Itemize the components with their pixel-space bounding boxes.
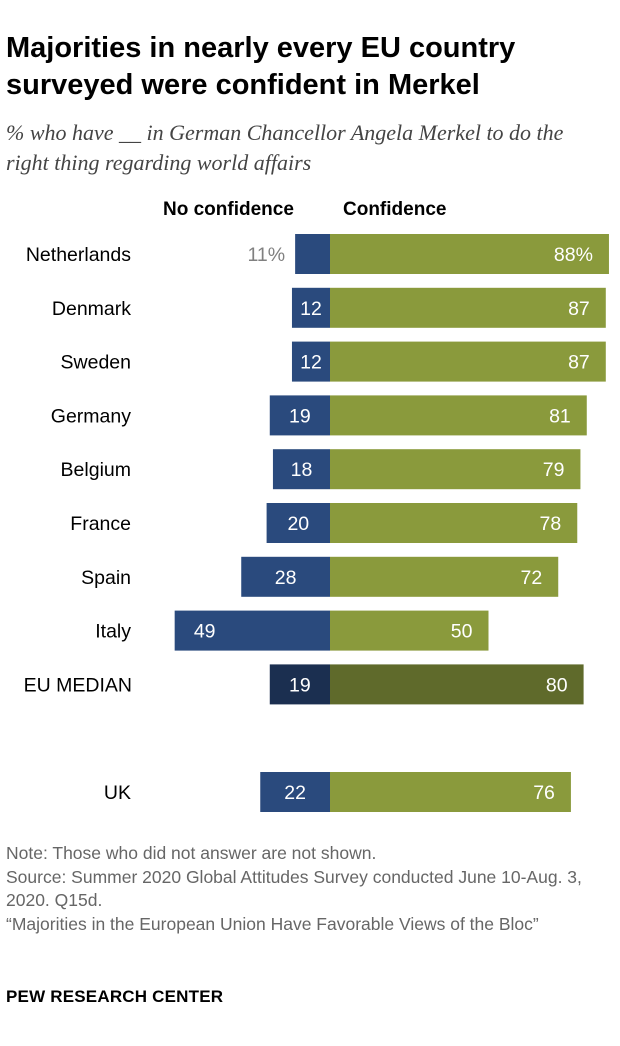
bar-confidence-eu-median [330,664,584,705]
bar-no-confidence-germany [269,395,330,436]
value-label-confidence-belgium: 79 [543,459,565,481]
category-label-sweden: Sweden [61,352,131,374]
bar-no-confidence-italy [174,610,330,651]
bar-confidence-spain [330,556,559,597]
category-label-france: France [70,513,131,535]
value-label-no-confidence-belgium: 18 [291,459,313,481]
bar-confidence-france [330,503,578,543]
value-label-no-confidence-denmark: 12 [300,298,322,320]
bar-no-confidence-denmark [291,287,330,328]
bar-no-confidence-netherlands [295,234,330,274]
value-label-no-confidence-germany: 19 [289,405,311,427]
category-label-uk: UK [104,782,131,804]
bar-confidence-denmark [330,287,606,328]
bar-confidence-uk [330,772,571,812]
bar-confidence-netherlands [330,234,609,274]
value-label-no-confidence-uk: 22 [284,782,306,804]
value-label-confidence-uk: 76 [533,782,555,804]
value-label-no-confidence-sweden: 12 [300,352,322,374]
category-label-italy: Italy [95,621,131,643]
bar-no-confidence-uk [260,772,330,812]
value-label-no-confidence-eu-median: 19 [289,674,311,696]
bar-confidence-germany [330,395,587,436]
value-label-no-confidence-spain: 28 [275,567,297,589]
category-label-spain: Spain [81,567,131,589]
legend-no-confidence: No confidence [163,199,294,220]
bar-no-confidence-belgium [272,449,330,490]
value-label-confidence-eu-median: 80 [546,674,568,696]
bar-no-confidence-spain [241,556,330,597]
value-label-no-confidence-france: 20 [287,513,309,535]
value-label-confidence-sweden: 87 [568,352,590,374]
brand-logo-text: PEW RESEARCH CENTER [6,987,224,1006]
report-title-text: “Majorities in the European Union Have F… [6,913,539,934]
bar-confidence-italy [330,610,489,651]
value-label-no-confidence-netherlands: 11% [248,244,286,266]
category-label-germany: Germany [51,405,131,427]
diverging-bar-chart: Netherlands 11% 88% Denmark 12 87 Sweden 12 87 Ge… [24,234,609,812]
value-label-confidence-denmark: 87 [568,298,590,320]
bar-no-confidence-sweden [291,341,330,382]
bar-no-confidence-france [266,503,330,543]
category-label-netherlands: Netherlands [26,244,131,266]
value-label-confidence-france: 78 [540,513,562,535]
value-label-confidence-germany: 81 [549,405,571,427]
note-text: Note: Those who did not answer are not s… [6,843,377,863]
chart-footer: Note: Those who did not answer are not s… [6,842,616,936]
value-label-no-confidence-italy: 49 [194,621,216,643]
category-label-belgium: Belgium [61,459,131,481]
value-label-confidence-spain: 72 [521,567,543,589]
chart-title: Majorities in nearly every EU country su… [6,32,516,101]
legend-confidence: Confidence [343,199,447,220]
chart-subtitle: % who have __ in German Chancellor Angel… [6,120,564,175]
bar-no-confidence-eu-median [269,664,330,705]
bar-confidence-belgium [330,449,581,490]
value-label-confidence-netherlands: 88% [554,244,593,266]
bar-confidence-sweden [330,341,606,382]
value-label-confidence-italy: 50 [451,621,473,643]
source-text: Source: Summer 2020 Global Attitudes Sur… [6,866,582,911]
category-label-denmark: Denmark [52,298,131,320]
category-label-eu-median: EU MEDIAN [24,674,132,696]
